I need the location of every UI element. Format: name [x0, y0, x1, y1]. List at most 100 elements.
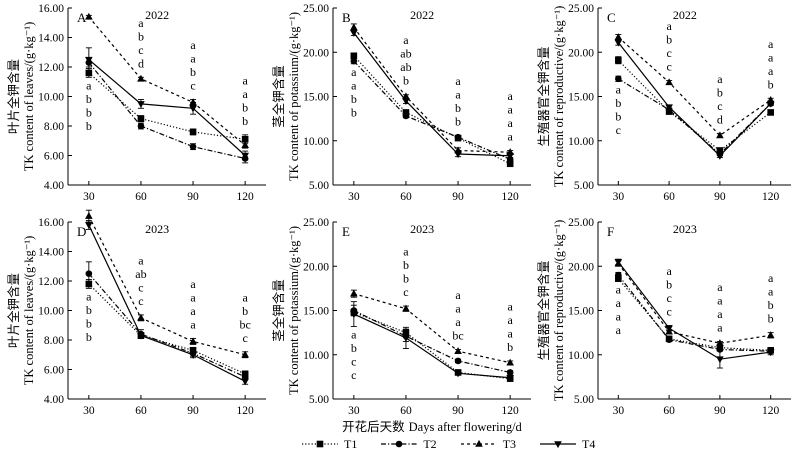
series-line [353, 293, 511, 364]
series-t4 [614, 258, 775, 369]
data-point [350, 311, 358, 319]
y-tick-label: 25.00 [303, 3, 329, 15]
letter-label: a [403, 245, 409, 259]
x-tick-label: 90 [452, 405, 464, 417]
series-t2 [85, 57, 249, 164]
legend-marker [316, 440, 324, 448]
data-point [137, 115, 145, 122]
x-tick-label: 30 [83, 191, 95, 203]
letter-label: a [507, 299, 513, 313]
x-tick-label: 120 [762, 405, 780, 417]
legend-marker [396, 440, 403, 448]
series-t2 [615, 75, 774, 158]
letter-label: a [86, 289, 92, 303]
data-point [137, 332, 145, 340]
x-tick-label: 60 [663, 405, 675, 417]
legend-swatch [381, 440, 418, 448]
letter-label: b [455, 114, 461, 128]
y-tick-label: 16.00 [38, 217, 64, 229]
letter-label: b [615, 96, 621, 110]
letter-label: a [351, 327, 357, 341]
letter-label: a [616, 82, 622, 96]
letter-label: b [403, 272, 409, 286]
y-tick-label: 10.00 [568, 350, 594, 362]
letter-label: a [717, 72, 723, 86]
data-point [137, 313, 145, 321]
y-tick-label: 10.00 [303, 136, 329, 148]
data-point [716, 152, 724, 160]
y-tick-label: 20.00 [568, 261, 594, 273]
y-tick-label: 8.00 [44, 335, 64, 347]
y-tick-label: 20.00 [568, 47, 594, 59]
x-tick-label: 60 [135, 405, 147, 417]
data-point [766, 331, 775, 339]
letter-label: a [616, 323, 622, 337]
series-line [88, 16, 246, 146]
chart-panel-a: 4.00 6.00 8.00 10.00 12.00 14.00 16.00 30 60 90 12… [6, 3, 266, 203]
letter-label: b [507, 340, 513, 354]
letter-label: b [615, 109, 621, 123]
letter-label: a [455, 74, 461, 88]
data-point [506, 358, 514, 366]
legend-label: T4 [582, 436, 596, 451]
y-tick-label: 10.00 [38, 306, 64, 318]
x-tick-label: 120 [502, 191, 520, 203]
data-point [189, 98, 197, 106]
panel-title: 2022 [145, 8, 169, 22]
x-tick-label: 90 [452, 191, 464, 203]
letter-label: a [507, 129, 513, 143]
letter-label: a [455, 315, 461, 329]
legend-marker [554, 441, 562, 449]
y-axis-label: 叶片全钾含量TK content of leaves/(g·kg⁻¹) [6, 22, 36, 172]
y-tick-label: 15.00 [568, 306, 594, 318]
x-axis-label: 开花后天数 Days after flowering/d [342, 419, 522, 434]
data-point [716, 346, 724, 353]
x-tick-label: 30 [613, 405, 625, 417]
data-point [189, 143, 197, 150]
letter-label: d [138, 56, 144, 70]
x-tick-label: 120 [237, 405, 255, 417]
letter-label: b [86, 119, 92, 133]
legend-label: T2 [423, 436, 437, 451]
series-line [353, 55, 511, 165]
x-tick-label: 30 [613, 191, 625, 203]
letter-label: bc [239, 317, 250, 331]
data-point [137, 74, 145, 82]
letter-label: a [507, 313, 513, 327]
series-line [88, 62, 246, 160]
series-t3 [350, 289, 514, 366]
chart-panel-c: 5.00 10.00 15.00 20.00 25.00 30 60 90 120 C 2022 生殖… [536, 3, 791, 203]
data-point [506, 152, 514, 160]
data-point [615, 271, 622, 279]
letter-label: c [138, 294, 143, 308]
series-t4 [85, 220, 249, 386]
data-point [716, 147, 724, 154]
legend-label: T3 [502, 436, 517, 451]
letter-label: b [351, 341, 357, 355]
y-tick-label: 5.00 [574, 180, 594, 192]
letter-label: a [717, 320, 723, 334]
series-t1 [615, 56, 774, 154]
y-tick-label: 15.00 [303, 306, 329, 318]
y-tick-label: 5.00 [309, 180, 329, 192]
y-tick-label: 10.00 [38, 92, 64, 104]
y-axis-label: 生殖器官全钾含量TK content of reproductive/(g·kg… [536, 220, 566, 401]
letter-label: a [768, 271, 774, 285]
x-tick-label: 120 [762, 191, 780, 203]
data-point [614, 259, 623, 266]
data-point [402, 335, 410, 343]
letter-label: ab [400, 47, 411, 61]
y-tick-label: 10.00 [303, 350, 329, 362]
letter-label: a [242, 73, 248, 87]
series-line [88, 72, 246, 140]
series-line [88, 215, 246, 356]
data-point [241, 350, 249, 358]
y-tick-label: 14.00 [38, 33, 64, 45]
chart-panel-b: 5.00 10.00 15.00 20.00 25.00 30 60 90 120 B 2022 茎全… [271, 3, 531, 203]
letter-label: c [616, 123, 621, 137]
x-tick-label: 60 [663, 191, 675, 203]
